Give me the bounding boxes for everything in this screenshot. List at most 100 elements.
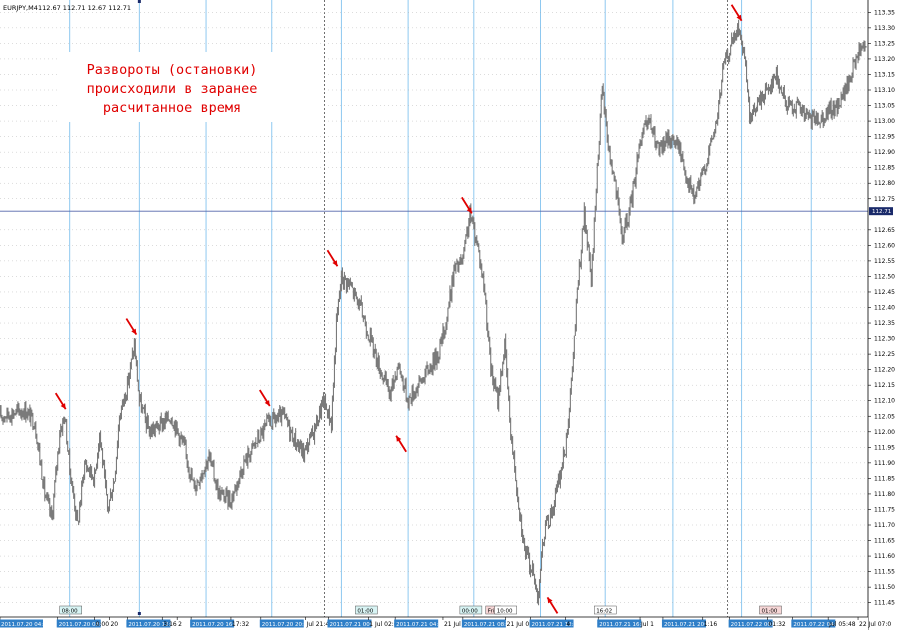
price-bars	[0, 19, 867, 606]
time-label-badge	[126, 619, 171, 628]
time-tick-label: 2011.07.21 04:56	[396, 622, 446, 628]
price-tick-label: 112.90	[874, 149, 895, 156]
reversal-arrow	[125, 318, 138, 336]
price-tick-label: 111.60	[874, 553, 895, 560]
price-tick-label: 113.05	[874, 103, 895, 110]
time-tick-label: 20	[110, 621, 118, 628]
highlight-tag-label: 01:00	[761, 608, 777, 614]
price-tick-label: 112.10	[874, 398, 895, 405]
time-label-badge	[461, 619, 506, 628]
symbol-label: EURJPY,M4	[3, 4, 38, 12]
price-tick-label: 113.00	[874, 118, 895, 125]
time-label-badge	[597, 619, 642, 628]
time-tick-label: 2011.07.20 16:56	[192, 622, 242, 628]
time-tick-label: 2011.07.20 08:56	[59, 622, 109, 628]
highlight-tag	[59, 605, 82, 615]
price-tick-label: 111.45	[874, 600, 895, 607]
time-label-badge	[791, 619, 836, 628]
highlight-tag	[759, 605, 782, 615]
price-tick-label: 112.45	[874, 289, 895, 296]
highlight-tag	[355, 605, 378, 615]
time-label-badge	[394, 619, 439, 628]
period-marker-top	[137, 0, 141, 3]
price-tick-label: 113.35	[874, 9, 895, 16]
time-tick-label: 1:16	[704, 621, 718, 628]
time-label-badge	[190, 619, 235, 628]
time-tick-label: 2011.07.21 12:56	[532, 622, 582, 628]
price-tick-label: 112.00	[874, 429, 895, 436]
reversal-arrows	[54, 4, 743, 614]
price-tick-label: 113.10	[874, 87, 895, 94]
highlight-tags: 08:00 01:00 00:00 Fri 10:00 16:02 01:00	[59, 605, 782, 615]
period-marker-bottom	[137, 612, 141, 615]
price-tick-label: 111.80	[874, 491, 895, 498]
price-tick-label: 112.50	[874, 273, 895, 280]
time-tick-label: 2011.07.20 12:56	[128, 622, 178, 628]
time-axis-ticks: 2011.07.20 04:00 2011.07.20 08:560:00 20 20…	[0, 617, 891, 628]
highlight-tag-label: 16:02	[596, 608, 612, 614]
price-tick-label: 112.75	[874, 196, 895, 203]
current-price-badge	[869, 207, 893, 216]
reversal-arrow	[395, 435, 407, 453]
time-tick-label: 17:32	[232, 621, 249, 628]
price-tick-label: 113.15	[874, 71, 895, 78]
time-tick-label: 2011.07.21 20:56	[664, 622, 714, 628]
current-price-value: 112.71	[872, 209, 891, 215]
annotation-box: Развороты (остановки) происходили в зара…	[58, 52, 324, 122]
price-axis-ticks: 113.35 113.30 113.25 113.20 113.15 113.10 113.…	[868, 9, 895, 607]
price-axis-panel	[868, 0, 900, 630]
time-label-badge	[661, 619, 706, 628]
time-tick-label: 2011.07.22 00:56	[731, 622, 781, 628]
time-label-badge	[0, 619, 43, 628]
highlight-tag-label: 08:00	[62, 608, 78, 614]
time-tick-label: 2011.07.21 16:56	[599, 622, 649, 628]
price-tick-label: 111.70	[874, 522, 895, 529]
annotation-background	[58, 52, 324, 122]
annotation-line-3: расчитанное время	[103, 100, 241, 116]
time-tick-label: Jul 05:48	[828, 621, 856, 628]
reversal-arrow	[258, 389, 271, 407]
quote-label: 112.67 112.71 12.67 112.71	[38, 4, 131, 12]
price-tick-label: 111.55	[874, 569, 895, 576]
current-price-label: 112.71	[869, 207, 893, 216]
price-tick-label: 112.25	[874, 351, 895, 358]
price-tick-label: 113.30	[874, 25, 895, 32]
price-tick-label: 112.85	[874, 165, 895, 172]
highlight-tag	[594, 605, 617, 615]
price-tick-label: 112.65	[874, 227, 895, 234]
time-tick-label: 2011.07.20 20:56	[262, 622, 312, 628]
time-label-badge	[259, 619, 304, 628]
time-tick-label: 22 Jul 07:0	[859, 621, 891, 628]
highlight-tag	[494, 605, 517, 615]
reversal-arrow	[326, 249, 339, 267]
time-label-badge	[728, 619, 773, 628]
highlight-tag-label: Fri	[488, 608, 495, 614]
price-tick-label: 113.25	[874, 40, 895, 47]
time-tick-label: Jul 1	[640, 621, 654, 628]
price-tick-label: 112.40	[874, 305, 895, 312]
time-tick-label: Jul 21:48	[306, 621, 334, 628]
price-tick-label: 112.55	[874, 258, 895, 265]
reversal-arrow	[461, 196, 473, 214]
time-tick-label: 2011.07.20 04:00	[1, 622, 51, 628]
reversal-arrow	[730, 4, 743, 22]
price-tick-label: 111.65	[874, 538, 895, 545]
reversal-arrow	[54, 392, 67, 410]
price-tick-label: 113.20	[874, 56, 895, 63]
time-tick-label: 21 Jul 06	[444, 621, 471, 628]
time-tick-label: 4	[566, 621, 570, 628]
price-tick-label: 112.35	[874, 320, 895, 327]
annotation-line-2: происходили в заранее	[87, 81, 258, 97]
time-tick-label: 2011.07.21 00:56	[329, 622, 379, 628]
highlight-tag	[459, 605, 483, 615]
horizontal-grid	[0, 12, 866, 603]
price-series	[0, 19, 867, 606]
price-tick-label: 111.50	[874, 584, 895, 591]
time-tick-label: 2011.07.21 08:56	[464, 622, 514, 628]
highlight-tag-label: 01:00	[357, 608, 373, 614]
highlight-tag-label: 10:00	[497, 608, 513, 614]
time-tick-label: 2011.07.22 04:56	[793, 622, 843, 628]
time-tick-label: 01:32	[768, 621, 785, 628]
